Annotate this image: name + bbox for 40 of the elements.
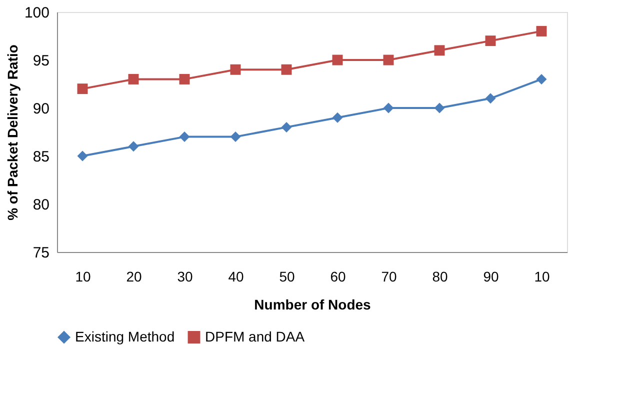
x-axis-title: Number of Nodes	[254, 296, 372, 312]
point	[179, 74, 190, 84]
point	[230, 132, 241, 142]
point	[332, 112, 343, 123]
point	[128, 74, 139, 84]
point	[128, 141, 139, 152]
point	[332, 54, 343, 66]
legend-label: DPFM and DAA	[205, 328, 306, 344]
point	[383, 54, 394, 66]
x-tick-label: 40	[228, 268, 244, 284]
legend-label: Existing Method	[75, 328, 175, 344]
y-tick-label: 100	[24, 4, 50, 22]
point	[536, 74, 547, 84]
point	[281, 64, 292, 75]
x-tick-label: 10	[534, 268, 550, 284]
x-tick-label: 10	[75, 268, 91, 284]
y-tick-label: 95	[32, 52, 50, 70]
point	[434, 102, 445, 114]
x-tick-label: 80	[432, 268, 448, 284]
point	[383, 102, 394, 114]
x-tick-label: 20	[126, 268, 142, 284]
y-tick-label: 85	[32, 148, 50, 166]
y-tick-label: 75	[32, 244, 50, 262]
y-tick-label: 80	[32, 196, 50, 214]
x-tick-label: 70	[381, 268, 397, 284]
point	[281, 122, 292, 132]
point	[230, 64, 241, 75]
y-tick-label: 90	[32, 100, 50, 118]
point	[77, 84, 88, 94]
x-tick-label: 60	[330, 268, 346, 284]
x-tick-label: 90	[483, 268, 499, 284]
y-axis-title: % of Packet Delivery Ratio	[4, 44, 20, 220]
x-tick-label: 50	[279, 268, 295, 284]
point	[77, 150, 88, 162]
point	[485, 36, 496, 46]
point	[434, 45, 445, 56]
point	[536, 26, 547, 36]
x-tick-label: 30	[177, 268, 193, 284]
point	[485, 93, 496, 104]
point	[179, 132, 190, 142]
